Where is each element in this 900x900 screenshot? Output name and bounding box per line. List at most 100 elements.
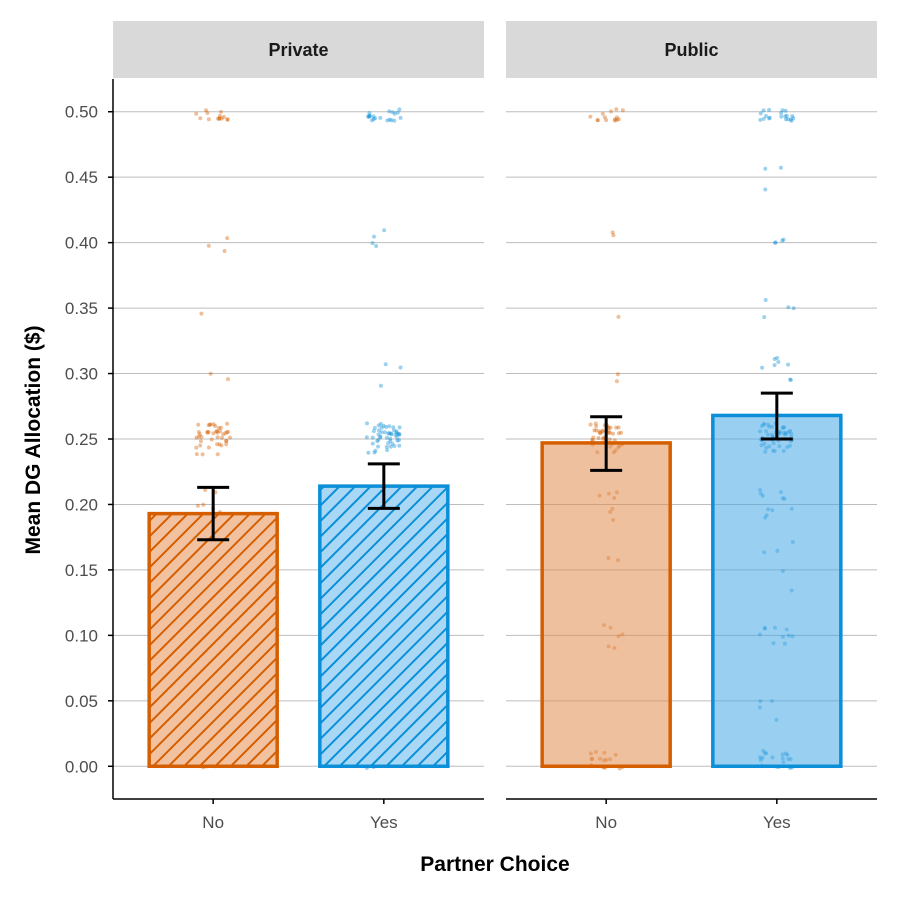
data-point [392,111,397,116]
data-point [373,116,378,121]
data-point [772,357,777,361]
data-point [767,116,772,121]
data-point [206,117,211,122]
data-point [784,117,788,122]
data-point [390,441,395,446]
x-tick-label: Yes [763,813,791,832]
data-point [205,111,210,115]
data-point [204,108,208,113]
data-point [206,445,211,450]
y-tick-label: 0.35 [65,299,98,318]
data-point [616,117,621,122]
data-point [223,431,228,436]
data-point [225,430,229,435]
data-point [390,110,395,115]
data-point [387,424,392,429]
data-point [595,118,600,123]
data-point [216,116,221,121]
facet-title: Public [664,40,718,60]
data-point [779,114,784,119]
data-point [760,365,765,370]
x-tick-label: Yes [370,813,398,832]
data-point [389,118,394,123]
data-point [370,435,375,440]
data-point [367,111,372,116]
data-point [215,452,220,457]
data-point [763,298,768,302]
data-point [365,421,369,426]
data-point [226,429,231,434]
data-point [217,114,222,118]
data-point [397,431,402,436]
data-point [376,423,381,428]
data-point [220,435,224,440]
data-point [219,109,223,114]
data-point [217,116,222,121]
data-point [215,430,220,435]
y-tick-label: 0.15 [65,561,98,580]
bar-public-yes [711,413,843,769]
data-point [194,435,199,440]
data-point [397,438,401,442]
data-point [208,422,213,427]
data-point [596,436,601,440]
data-point [198,443,203,448]
bar-private-yes [318,484,450,769]
data-point [590,437,595,442]
data-point [205,429,210,434]
data-point [786,362,791,367]
data-point [372,450,377,455]
data-point [384,435,389,440]
data-point [396,432,400,436]
data-point [206,430,211,435]
data-point [606,431,611,436]
data-point [616,425,621,430]
data-point [615,117,619,122]
data-point [393,432,398,437]
data-point [366,114,371,119]
data-point [383,430,387,435]
data-point [600,429,605,434]
data-point [216,426,221,430]
data-point [784,113,789,118]
bar-private-no [147,511,279,769]
data-point [611,233,616,238]
data-point [392,428,396,433]
data-point [767,115,772,120]
data-point [384,444,389,449]
data-point [219,425,223,430]
data-point [397,443,402,448]
data-point [378,383,383,388]
data-point [386,431,391,436]
data-point [758,111,763,116]
data-point [791,116,796,121]
bar-public-no [540,441,672,769]
y-tick-label: 0.30 [65,365,98,384]
data-point [614,379,619,384]
data-point [762,315,767,320]
data-point [377,428,381,433]
data-point [608,425,613,430]
data-point [761,116,766,121]
data-point [610,230,615,235]
data-point [208,422,212,427]
data-point [588,114,593,119]
data-point [780,238,785,243]
y-tick-label: 0.45 [65,168,98,187]
data-point [371,117,376,122]
data-point [196,430,201,434]
data-point [203,488,208,492]
y-tick-label: 0.20 [65,495,98,514]
data-point [761,108,766,113]
data-point [600,428,605,433]
y-tick-label: 0.00 [65,757,98,776]
data-point [217,442,222,447]
data-point [594,424,599,429]
data-point [379,430,384,435]
data-point [364,435,369,440]
data-point [790,114,795,119]
data-point [198,439,203,444]
data-point [209,437,214,442]
data-point [789,118,794,123]
